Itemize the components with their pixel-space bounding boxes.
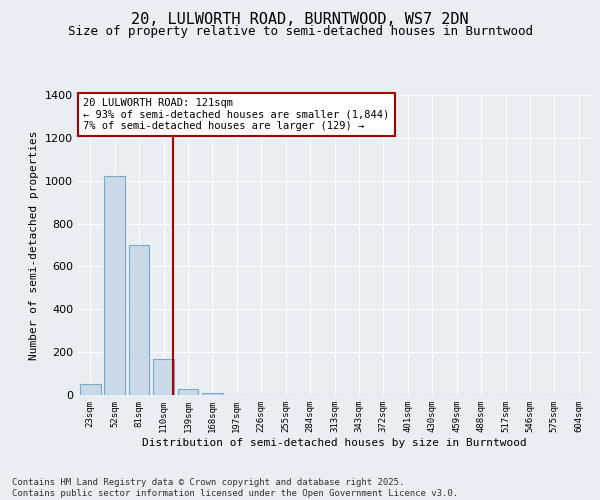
X-axis label: Distribution of semi-detached houses by size in Burntwood: Distribution of semi-detached houses by … <box>142 438 527 448</box>
Text: Size of property relative to semi-detached houses in Burntwood: Size of property relative to semi-detach… <box>67 25 533 38</box>
Bar <box>104 176 125 395</box>
Bar <box>202 393 223 395</box>
Text: 20 LULWORTH ROAD: 121sqm
← 93% of semi-detached houses are smaller (1,844)
7% of: 20 LULWORTH ROAD: 121sqm ← 93% of semi-d… <box>83 98 389 131</box>
Bar <box>80 384 101 395</box>
Y-axis label: Number of semi-detached properties: Number of semi-detached properties <box>29 130 40 360</box>
Bar <box>153 358 174 395</box>
Bar <box>128 245 149 395</box>
Text: Contains HM Land Registry data © Crown copyright and database right 2025.
Contai: Contains HM Land Registry data © Crown c… <box>12 478 458 498</box>
Text: 20, LULWORTH ROAD, BURNTWOOD, WS7 2DN: 20, LULWORTH ROAD, BURNTWOOD, WS7 2DN <box>131 12 469 28</box>
Bar <box>178 388 199 395</box>
